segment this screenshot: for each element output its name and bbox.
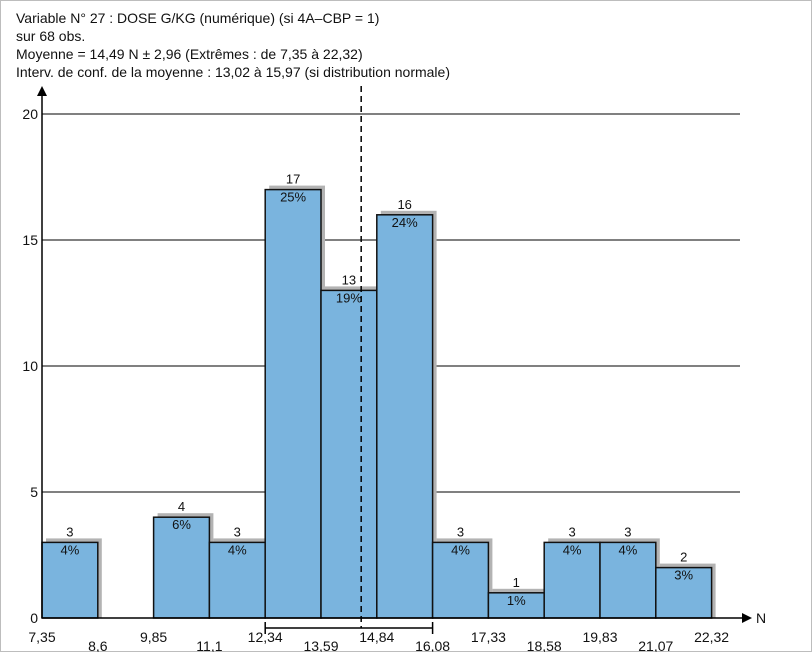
bar-percent-label: 24% (392, 215, 418, 230)
x-tick-label: 8,6 (88, 638, 108, 652)
x-axis-arrow (742, 613, 752, 623)
histogram-bar (376, 214, 434, 619)
histogram-bar (41, 541, 99, 619)
header-confidence-interval: Interv. de conf. de la moyenne : 13,02 à… (16, 64, 450, 80)
bar-count-label: 13 (342, 272, 356, 287)
x-tick-label: 13,59 (303, 638, 338, 652)
x-tick-label: 9,85 (140, 629, 167, 645)
header-mean: Moyenne = 14,49 N ± 2,96 (Extrêmes : de … (16, 46, 363, 62)
bar-percent-label: 4% (451, 542, 470, 557)
x-tick-label: 16,08 (415, 638, 450, 652)
bar-percent-label: 3% (674, 568, 693, 583)
histogram-bar (543, 541, 601, 619)
bar-count-label: 3 (568, 524, 575, 539)
x-axis-label: N (756, 610, 766, 626)
x-tick-label: 18,58 (527, 638, 562, 652)
x-tick-label: 17,33 (471, 629, 506, 645)
x-tick-label: 11,1 (196, 638, 222, 652)
bar-percent-label: 6% (172, 517, 191, 532)
y-tick-label: 10 (22, 358, 38, 374)
header-obs-count: sur 68 obs. (16, 28, 86, 44)
bar-count-label: 4 (178, 499, 185, 514)
x-tick-label: 12,34 (248, 629, 283, 645)
bar-percent-label: 1% (507, 593, 526, 608)
histogram-bar (152, 516, 211, 619)
y-tick-label: 0 (30, 610, 38, 626)
y-tick-label: 5 (30, 484, 38, 500)
bar-percent-label: 4% (61, 542, 80, 557)
x-tick-label: 22,32 (694, 629, 729, 645)
x-tick-label: 7,35 (28, 629, 55, 645)
x-tick-label: 19,83 (582, 629, 617, 645)
bar-count-label: 3 (457, 524, 464, 539)
bar-percent-label: 4% (563, 542, 582, 557)
bar-percent-label: 4% (619, 542, 638, 557)
bar-count-label: 2 (680, 550, 687, 565)
histogram-bar (320, 289, 378, 619)
histogram-bar (264, 188, 322, 619)
header-variable: Variable N° 27 : DOSE G/KG (numérique) (… (16, 10, 380, 26)
bar-count-label: 3 (624, 524, 631, 539)
y-tick-label: 20 (22, 106, 38, 122)
y-tick-label: 15 (22, 232, 38, 248)
histogram-bar (655, 566, 713, 619)
bar-count-label: 17 (286, 172, 300, 187)
bar-count-label: 3 (66, 524, 73, 539)
bar-count-label: 1 (513, 575, 520, 590)
bar-count-label: 3 (234, 524, 241, 539)
bar-count-label: 16 (397, 197, 411, 212)
histogram-bar (208, 541, 266, 619)
bar-percent-label: 25% (280, 190, 306, 205)
bar-percent-label: 4% (228, 542, 247, 557)
x-tick-label: 21,07 (638, 638, 673, 652)
y-axis-arrow (37, 86, 47, 96)
histogram-bar (431, 541, 490, 619)
bar-percent-label: 19% (336, 290, 362, 305)
x-tick-label: 14,84 (359, 629, 394, 645)
